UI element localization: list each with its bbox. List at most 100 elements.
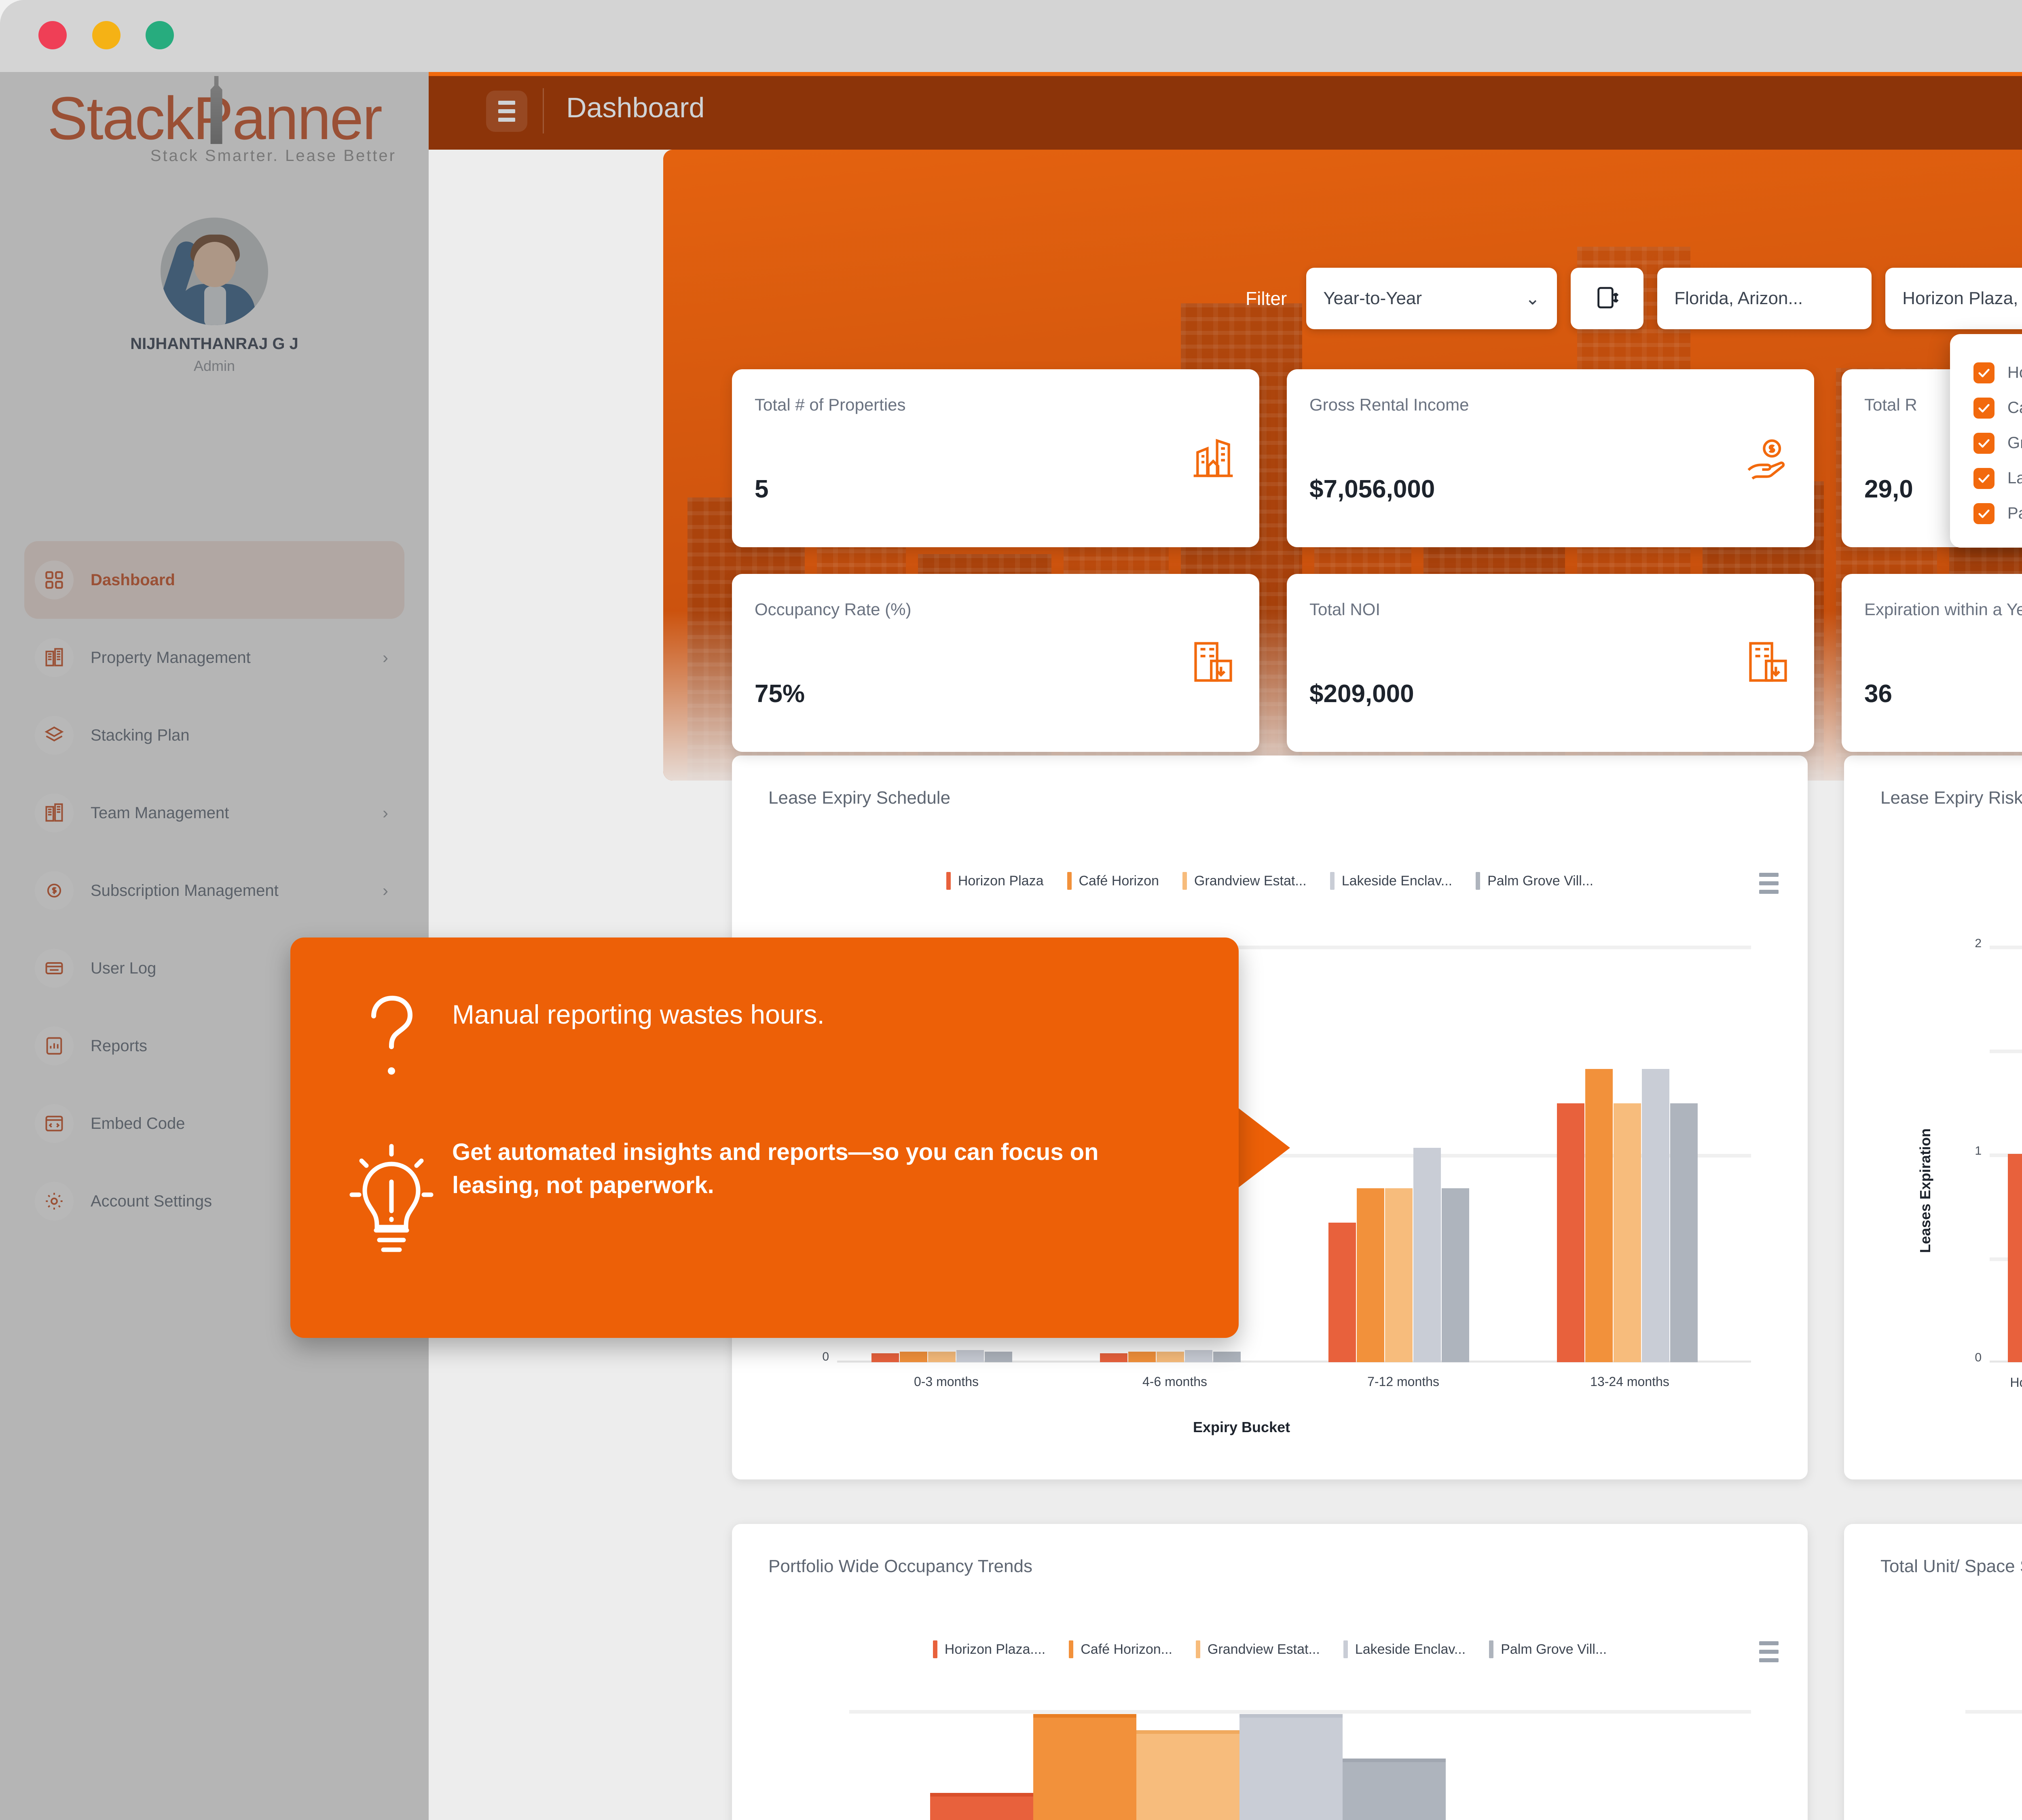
legend-item[interactable]: Grandview Estat... xyxy=(1182,872,1307,890)
dropdown-option-label: Horizon Plaza xyxy=(2007,364,2022,381)
chart-plot-area: 15 10 Sold xyxy=(1965,1710,2022,1820)
log-icon xyxy=(35,949,74,988)
kpi-card-occupancy-rate: Occupancy Rate (%) 75% xyxy=(732,574,1259,752)
kpi-value: 36 xyxy=(1864,680,1892,708)
chart-plot-area: 0 xyxy=(822,946,1751,1435)
sidebar-item-team-management[interactable]: Team Management › xyxy=(24,774,404,852)
kpi-grid: Total # of Properties 5 Gross Rental Inc… xyxy=(732,369,2022,752)
app-logo: StackPanner Stack Smarter. Lease Better xyxy=(0,76,429,165)
compare-button[interactable] xyxy=(1571,268,1644,329)
sidebar-item-dashboard[interactable]: Dashboard xyxy=(24,541,404,619)
period-select-value: Year-to-Year xyxy=(1323,288,1422,308)
checkbox-checked-icon[interactable] xyxy=(1973,362,1995,383)
y-axis-title: Leases Expiration xyxy=(1917,1128,1933,1253)
application-root: StackPanner Stack Smarter. Lease Better … xyxy=(0,72,2022,1820)
legend-label: Horizon Plaza.... xyxy=(944,1641,1046,1657)
sidebar-item-stacking-plan[interactable]: Stacking Plan xyxy=(24,696,404,774)
chart-menu-icon[interactable] xyxy=(1759,1641,1779,1662)
legend-item[interactable]: Lakeside Enclav... xyxy=(1343,1640,1466,1658)
chart-legend: Horizon Plaza Café Horizon Grandview Est… xyxy=(732,872,1808,890)
legend-item[interactable]: Lakeside Enclav... xyxy=(1330,872,1452,890)
callout-body: Get automated insights and reports—so yo… xyxy=(452,1139,1099,1199)
x-axis-tick: 4-6 months xyxy=(1142,1374,1208,1389)
sidebar-item-label: Stacking Plan xyxy=(91,726,190,744)
window-titlebar xyxy=(0,0,2022,72)
dropdown-option-palm-grove-villas[interactable]: Palm Grove Villas xyxy=(1950,496,2022,531)
chevron-right-icon: › xyxy=(383,648,388,667)
legend-label: Grandview Estat... xyxy=(1194,873,1307,889)
x-axis-tick: Horizon Plaza xyxy=(2010,1375,2022,1390)
legend-label: Palm Grove Vill... xyxy=(1501,1641,1607,1657)
sidebar-item-account-settings[interactable]: Account Settings xyxy=(24,1162,404,1240)
legend-item[interactable]: Horizon Plaza xyxy=(946,872,1044,890)
compare-icon xyxy=(1594,285,1620,313)
user-role: Admin xyxy=(193,358,235,374)
chart-title: Lease Expiry Schedule xyxy=(768,788,951,808)
sidebar-item-subscription-management[interactable]: Subscription Management › xyxy=(24,852,404,929)
sidebar-item-label: Property Management xyxy=(91,648,251,667)
legend-item[interactable]: Palm Grove Vill... xyxy=(1476,872,1593,890)
hamburger-icon[interactable] xyxy=(486,91,527,132)
logo-tagline: Stack Smarter. Lease Better xyxy=(150,147,396,165)
location-select[interactable]: Florida, Arizon... xyxy=(1657,268,1872,329)
callout-tooltip: Manual reporting wastes hours. Get autom… xyxy=(290,938,1239,1338)
sidebar-item-label: Dashboard xyxy=(91,571,175,589)
avatar xyxy=(161,218,268,325)
property-select[interactable]: Horizon Plaza, ... xyxy=(1885,268,2022,329)
legend-item[interactable]: Palm Grove Vill... xyxy=(1489,1640,1607,1658)
x-axis-tick: 13-24 months xyxy=(1590,1374,1669,1389)
dropdown-option-lakeside-enclave[interactable]: Lakeside Enclave xyxy=(1950,461,2022,496)
legend-label: Palm Grove Vill... xyxy=(1487,873,1594,889)
topbar: Dashboard Logout xyxy=(429,72,2022,150)
report-icon xyxy=(35,1026,74,1065)
sidebar-item-label: Team Management xyxy=(91,804,229,822)
dropdown-option-cafe-horizon[interactable]: Café Horizon xyxy=(1950,390,2022,425)
kpi-title: Total R xyxy=(1864,395,1917,414)
checkbox-checked-icon[interactable] xyxy=(1973,468,1995,489)
grid-icon xyxy=(35,561,74,599)
topbar-accent-line xyxy=(429,72,2022,76)
callout-headline: Manual reporting wastes hours. xyxy=(452,999,825,1029)
page-title: Dashboard xyxy=(566,92,705,123)
x-axis-tick: 7-12 months xyxy=(1367,1374,1439,1389)
window-minimize-button[interactable] xyxy=(92,21,121,49)
kpi-card-gross-rental-income: Gross Rental Income $7,056,000 xyxy=(1287,369,1814,547)
sidebar-item-label: Embed Code xyxy=(91,1114,185,1132)
legend-item[interactable]: Café Horizon xyxy=(1067,872,1159,890)
logo-text-part2: anner xyxy=(232,84,383,152)
legend-label: Lakeside Enclav... xyxy=(1355,1641,1466,1657)
checkbox-checked-icon[interactable] xyxy=(1973,503,1995,524)
chart-menu-icon[interactable] xyxy=(1759,873,1779,894)
sidebar-nav: Dashboard Property Management › Stacking… xyxy=(0,541,429,1240)
sidebar-item-user-log[interactable]: User Log xyxy=(24,929,404,1007)
window-maximize-button[interactable] xyxy=(146,21,174,49)
legend-item[interactable]: Grandview Estat... xyxy=(1196,1640,1320,1658)
period-select[interactable]: Year-to-Year ⌄ xyxy=(1306,268,1557,329)
chart-card-portfolio-occupancy-trends: Portfolio Wide Occupancy Trends Horizon … xyxy=(732,1524,1808,1820)
kpi-title: Total # of Properties xyxy=(755,395,906,414)
sidebar-item-property-management[interactable]: Property Management › xyxy=(24,619,404,696)
sidebar-item-embed-code[interactable]: Embed Code xyxy=(24,1085,404,1162)
vacant-building-icon xyxy=(1745,639,1791,686)
property-dropdown-menu[interactable]: Horizon Plaza Café Horizon Grandview Est… xyxy=(1950,334,2022,548)
lightbulb-icon xyxy=(347,1140,436,1261)
legend-item[interactable]: Café Horizon... xyxy=(1069,1640,1172,1658)
vacant-building-icon xyxy=(1190,639,1237,686)
window-close-button[interactable] xyxy=(38,21,67,49)
code-icon xyxy=(35,1104,74,1143)
checkbox-checked-icon[interactable] xyxy=(1973,397,1995,419)
legend-label: Horizon Plaza xyxy=(958,873,1044,889)
chart-legend: Horizon Plaza.... Café Horizon... Grandv… xyxy=(732,1640,1808,1658)
legend-label: Café Horizon... xyxy=(1081,1641,1172,1657)
chart-plot-area: 80% 60% % xyxy=(849,1710,1751,1820)
checkbox-checked-icon[interactable] xyxy=(1973,432,1995,454)
dropdown-option-grandview-estate[interactable]: Grandview Estate xyxy=(1950,425,2022,461)
chevron-down-icon: ⌄ xyxy=(1525,288,1540,309)
dropdown-option-horizon-plaza[interactable]: Horizon Plaza xyxy=(1950,355,2022,390)
y-axis-tick: 2 xyxy=(1975,937,1982,950)
legend-item[interactable]: Horizon Plaza.... xyxy=(933,1640,1045,1658)
sidebar-item-reports[interactable]: Reports xyxy=(24,1007,404,1085)
dropdown-option-label: Palm Grove Villas xyxy=(2007,504,2022,522)
kpi-card-expiration-within-year: Expiration within a Year 36 xyxy=(1842,574,2022,752)
dropdown-option-label: Lakeside Enclave xyxy=(2007,469,2022,487)
